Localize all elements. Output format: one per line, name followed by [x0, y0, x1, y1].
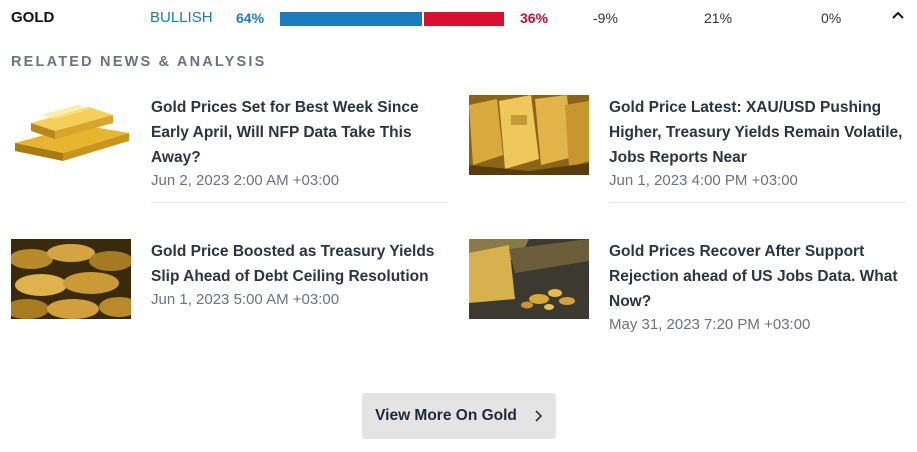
related-news-heading: RELATED NEWS & ANALYSIS: [11, 54, 267, 70]
sentiment-bias: BULLISH: [150, 9, 213, 26]
divider: [609, 202, 906, 203]
article-title[interactable]: Gold Price Latest: XAU/USD Pushing Highe…: [609, 99, 903, 166]
article-date: Jun 1, 2023 4:00 PM +03:00: [609, 172, 798, 189]
asset-name: GOLD: [11, 9, 55, 26]
sentiment-row: GOLD BULLISH 64% 36% -9% 21% 0%: [0, 0, 917, 36]
article-title[interactable]: Gold Prices Recover After Support Reject…: [609, 243, 898, 310]
short-percentage: 36%: [520, 10, 549, 26]
article-title[interactable]: Gold Prices Set for Best Week Since Earl…: [151, 99, 419, 166]
news-card[interactable]: Gold Price Latest: XAU/USD Pushing Highe…: [469, 95, 909, 205]
oi-change: 0%: [821, 10, 842, 26]
gold-coins-image[interactable]: [11, 239, 131, 319]
news-card[interactable]: Gold Price Boosted as Treasury Yields Sl…: [11, 239, 451, 323]
news-card[interactable]: Gold Prices Set for Best Week Since Earl…: [11, 95, 451, 205]
article-date: May 31, 2023 7:20 PM +03:00: [609, 316, 811, 333]
chevron-right-icon: [535, 410, 543, 422]
view-more-button[interactable]: View More On Gold: [362, 393, 556, 439]
weekly-change: 21%: [704, 10, 733, 26]
divider: [151, 202, 448, 203]
collapse-caret-icon[interactable]: [890, 8, 906, 24]
article-date: Jun 1, 2023 5:00 AM +03:00: [151, 291, 340, 308]
gold-bars-stack-image[interactable]: [11, 95, 131, 175]
news-card[interactable]: Gold Prices Recover After Support Reject…: [469, 239, 909, 339]
article-title[interactable]: Gold Price Boosted as Treasury Yields Sl…: [151, 243, 435, 285]
long-percentage: 64%: [236, 10, 265, 26]
gold-nuggets-image[interactable]: [469, 239, 589, 319]
view-more-label: View More On Gold: [375, 407, 517, 424]
long-sentiment-bar: [280, 12, 422, 26]
article-date: Jun 2, 2023 2:00 AM +03:00: [151, 172, 340, 189]
short-sentiment-bar: [424, 12, 504, 26]
gold-bars-closeup-image[interactable]: [469, 95, 589, 175]
daily-change: -9%: [593, 10, 618, 26]
